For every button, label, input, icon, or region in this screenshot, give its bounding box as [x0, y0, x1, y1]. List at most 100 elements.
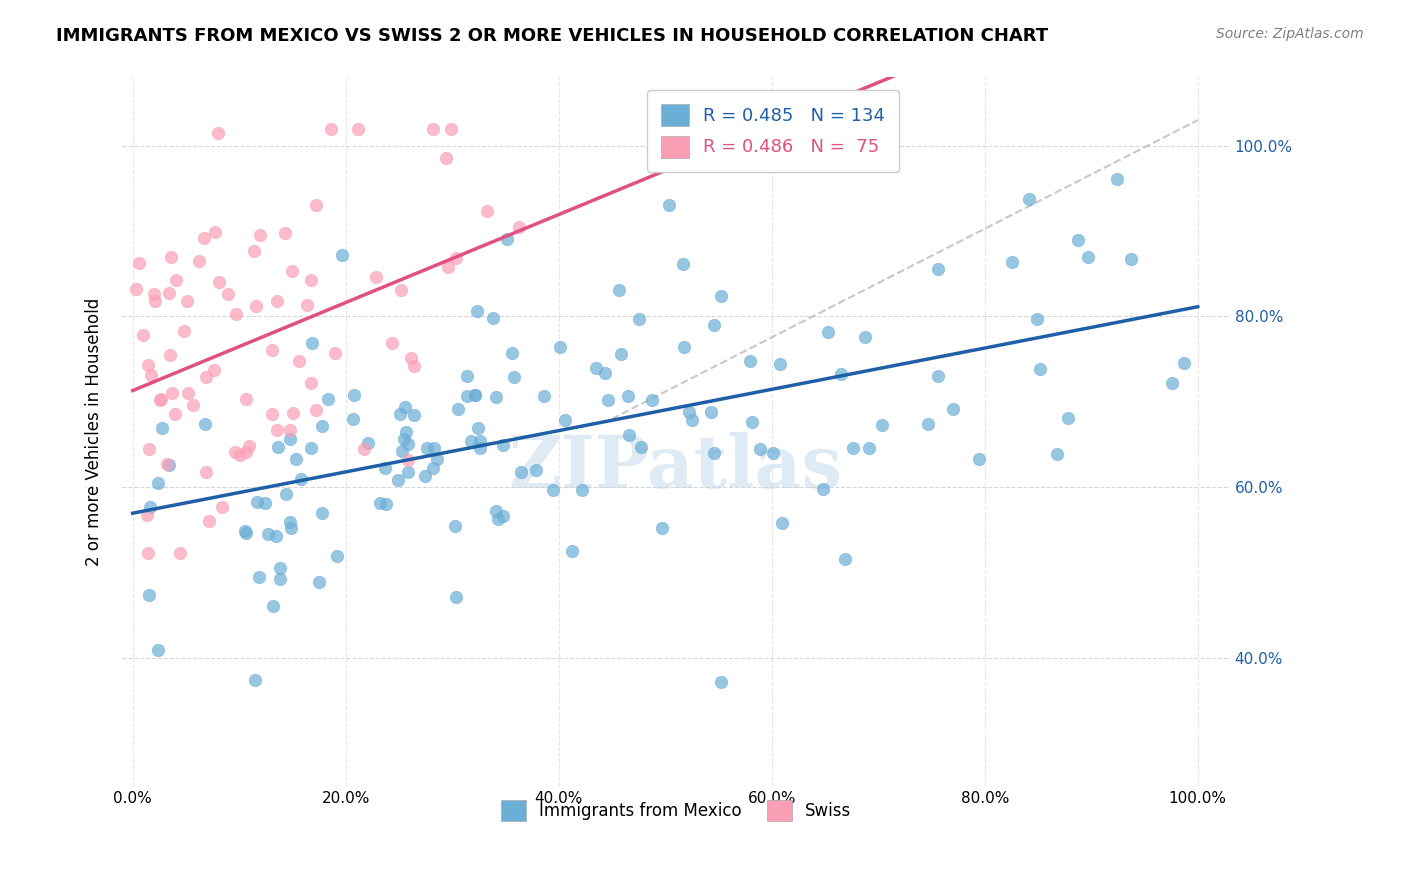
- Point: [870, 417, 893, 432]
- Point: [235, 444, 257, 458]
- Point: [710, 289, 733, 303]
- Point: [770, 516, 793, 530]
- Point: [437, 260, 460, 274]
- Point: [160, 386, 183, 401]
- Point: [353, 442, 375, 456]
- Point: [245, 299, 267, 313]
- Point: [149, 392, 172, 407]
- Point: [211, 500, 233, 514]
- Point: [456, 389, 478, 403]
- Point: [1119, 252, 1142, 266]
- Point: [176, 293, 198, 308]
- Point: [243, 673, 266, 687]
- Point: [436, 151, 458, 165]
- Point: [207, 127, 229, 141]
- Point: [395, 425, 418, 439]
- Point: [388, 408, 411, 422]
- Point: [396, 465, 419, 479]
- Point: [187, 253, 209, 268]
- Point: [533, 389, 555, 403]
- Point: [143, 293, 166, 308]
- Point: [150, 392, 173, 406]
- Point: [150, 421, 173, 435]
- Point: [842, 442, 865, 456]
- Point: [173, 324, 195, 338]
- Point: [194, 417, 217, 432]
- Point: [1077, 250, 1099, 264]
- Point: [1001, 255, 1024, 269]
- Point: [415, 441, 437, 455]
- Point: [402, 409, 425, 423]
- Point: [526, 463, 548, 477]
- Point: [278, 515, 301, 529]
- Point: [311, 419, 333, 434]
- Point: [311, 507, 333, 521]
- Text: ZIPatlas: ZIPatlas: [509, 432, 844, 502]
- Point: [194, 465, 217, 479]
- Point: [375, 497, 398, 511]
- Point: [477, 203, 499, 218]
- Point: [399, 351, 422, 366]
- Point: [672, 340, 695, 354]
- Point: [700, 405, 723, 419]
- Point: [157, 286, 180, 301]
- Point: [548, 340, 571, 354]
- Point: [468, 434, 491, 448]
- Point: [266, 293, 288, 308]
- Y-axis label: 2 or more Vehicles in Household: 2 or more Vehicles in Household: [86, 298, 103, 566]
- Point: [967, 452, 990, 467]
- Point: [285, 452, 308, 467]
- Point: [467, 421, 489, 435]
- Point: [710, 675, 733, 690]
- Point: [264, 529, 287, 543]
- Point: [571, 483, 593, 497]
- Point: [256, 527, 278, 541]
- Point: [830, 368, 852, 382]
- Point: [817, 325, 839, 339]
- Point: [281, 264, 304, 278]
- Point: [138, 442, 160, 457]
- Point: [169, 546, 191, 560]
- Point: [269, 572, 291, 586]
- Point: [138, 589, 160, 603]
- Point: [392, 432, 415, 446]
- Point: [492, 508, 515, 523]
- Point: [138, 358, 160, 372]
- Text: Source: ZipAtlas.com: Source: ZipAtlas.com: [1216, 27, 1364, 41]
- Point: [543, 483, 565, 497]
- Point: [262, 599, 284, 613]
- Point: [319, 121, 342, 136]
- Point: [262, 343, 284, 357]
- Point: [1107, 172, 1129, 186]
- Point: [927, 262, 949, 277]
- Point: [323, 345, 346, 359]
- Point: [470, 442, 492, 456]
- Point: [769, 357, 792, 371]
- Point: [316, 392, 339, 406]
- Point: [249, 228, 271, 243]
- Point: [748, 442, 770, 456]
- Point: [672, 257, 695, 271]
- Point: [485, 390, 508, 404]
- Point: [609, 347, 631, 361]
- Point: [368, 496, 391, 510]
- Point: [396, 452, 419, 467]
- Point: [1161, 376, 1184, 390]
- Point: [391, 444, 413, 458]
- Point: [762, 446, 785, 460]
- Point: [326, 549, 349, 563]
- Point: [278, 432, 301, 446]
- Point: [165, 407, 187, 421]
- Point: [389, 283, 412, 297]
- Point: [342, 411, 364, 425]
- Point: [703, 318, 725, 333]
- Point: [741, 415, 763, 429]
- Point: [486, 511, 509, 525]
- Point: [139, 368, 162, 383]
- Point: [267, 440, 290, 454]
- Point: [1046, 447, 1069, 461]
- Point: [1026, 312, 1049, 326]
- Legend: Immigrants from Mexico, Swiss: Immigrants from Mexico, Swiss: [488, 787, 865, 834]
- Point: [136, 546, 159, 560]
- Point: [607, 283, 630, 297]
